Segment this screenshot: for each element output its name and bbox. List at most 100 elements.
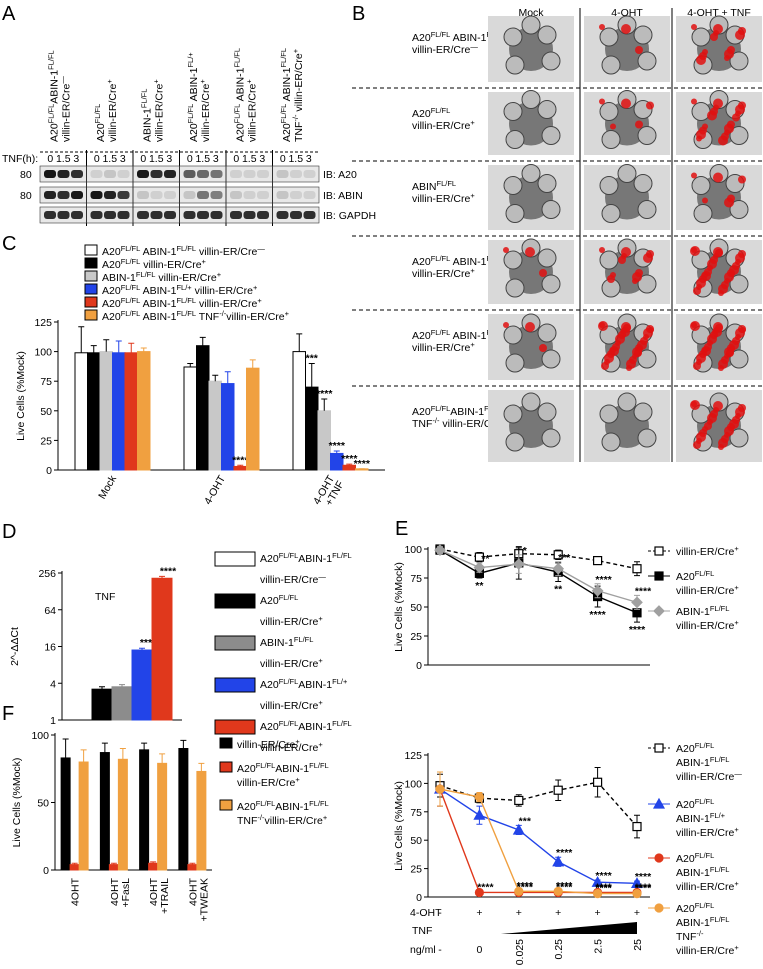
dead-cell-signal	[718, 135, 728, 146]
error-bar	[139, 647, 145, 651]
dead-cell-signal	[598, 321, 608, 331]
blot-band	[243, 211, 256, 219]
organoid-bud	[729, 200, 749, 219]
significance: **	[475, 580, 484, 592]
bar	[178, 748, 189, 871]
dead-cell-signal	[599, 247, 605, 253]
organoid-bud	[637, 428, 657, 448]
dead-cell-signal	[718, 290, 724, 296]
bar	[131, 649, 153, 721]
bar	[148, 862, 159, 871]
time-label: 0	[233, 153, 239, 165]
significance: ***	[306, 352, 319, 364]
error-bar	[187, 362, 194, 367]
treatment-value: +	[595, 907, 601, 919]
legend-swatch	[219, 737, 233, 749]
organoid-bud	[633, 25, 653, 45]
legend-label: villin-ER/Cre+	[676, 544, 739, 558]
error-bar	[346, 463, 353, 466]
bar	[157, 762, 168, 871]
error-bar	[296, 333, 303, 352]
dead-cell-signal	[724, 197, 734, 208]
panel-label: C	[2, 233, 16, 255]
data-point	[553, 785, 563, 795]
series-line	[439, 788, 637, 894]
organoid-bud	[637, 274, 657, 294]
bar	[117, 758, 128, 871]
data-point	[632, 821, 642, 832]
significance: ****	[635, 871, 652, 883]
x-tick-label: 4OHT+TWEAK	[187, 877, 210, 921]
blot-band	[71, 170, 83, 178]
blot-band	[230, 170, 242, 178]
time-label: 0	[94, 153, 100, 165]
bar	[196, 770, 207, 871]
bar	[111, 686, 133, 721]
error-bar	[159, 575, 165, 579]
significance: ****	[635, 882, 652, 894]
y-axis-label: 2^-ΔΔCt	[9, 627, 21, 666]
y-tick-label: 1	[50, 715, 56, 727]
bar	[233, 465, 247, 471]
y-axis-label: Live Cells (%Mock)	[393, 562, 405, 652]
legend-marker	[652, 797, 666, 809]
organoid-bud	[503, 250, 523, 270]
error-bar	[62, 738, 69, 758]
blot-band	[104, 191, 116, 199]
blot-band	[290, 170, 302, 178]
dead-cell-signal	[607, 275, 615, 283]
blot-band	[137, 211, 149, 219]
blot-band	[257, 191, 269, 199]
y-tick-label: 125	[34, 317, 52, 329]
x-tick-label: 0	[476, 944, 482, 956]
significance: ****	[341, 453, 358, 465]
error-bar	[119, 684, 125, 687]
error-bar	[333, 450, 340, 454]
bar	[78, 761, 89, 871]
error-bar	[212, 374, 219, 382]
bar	[87, 352, 101, 471]
organoid-bud	[541, 428, 561, 448]
data-point	[514, 886, 524, 896]
treatment-label: 4-OHT	[410, 907, 442, 919]
organoid-bud	[521, 15, 541, 35]
row-label: ABINFL/FL villin-ER/Cre+	[412, 179, 475, 205]
dead-cell-signal	[718, 444, 724, 450]
legend-label: A20FL/FL ABIN-1FL/FL villin-ER/Cre+	[102, 296, 262, 310]
legend-marker	[654, 743, 664, 753]
legend-marker	[654, 546, 664, 556]
blot-band	[164, 211, 176, 219]
y-tick-label: 50	[37, 798, 49, 810]
dead-cell-signal	[621, 98, 631, 109]
organoid-bud	[541, 200, 561, 219]
time-label: 3	[306, 153, 312, 165]
organoid-bud	[541, 349, 561, 369]
legend-swatch	[84, 270, 98, 282]
blot-band	[257, 170, 269, 178]
dead-cell-signal	[707, 110, 717, 121]
legend-swatch	[219, 799, 233, 811]
blot-band	[230, 191, 242, 199]
series-line	[439, 549, 638, 604]
organoid-bud	[505, 204, 525, 223]
blot-band	[183, 191, 196, 199]
dead-cell-signal	[525, 322, 535, 332]
dead-cell-signal	[599, 98, 605, 105]
blot-band	[117, 191, 130, 199]
legend-marker	[654, 571, 664, 581]
data-point	[630, 877, 644, 888]
organoid-bud	[729, 51, 749, 71]
y-tick-label: 100	[404, 544, 422, 556]
organoid-bud	[729, 428, 749, 448]
organoid-bud	[505, 130, 525, 149]
data-point	[474, 887, 484, 898]
y-tick-label: 0	[43, 865, 49, 877]
organoid-bud	[729, 349, 749, 369]
blot-band	[290, 211, 302, 219]
time-label: 3	[120, 153, 126, 165]
bar	[151, 577, 173, 721]
blot-band	[57, 211, 70, 219]
error-bar	[110, 862, 117, 865]
